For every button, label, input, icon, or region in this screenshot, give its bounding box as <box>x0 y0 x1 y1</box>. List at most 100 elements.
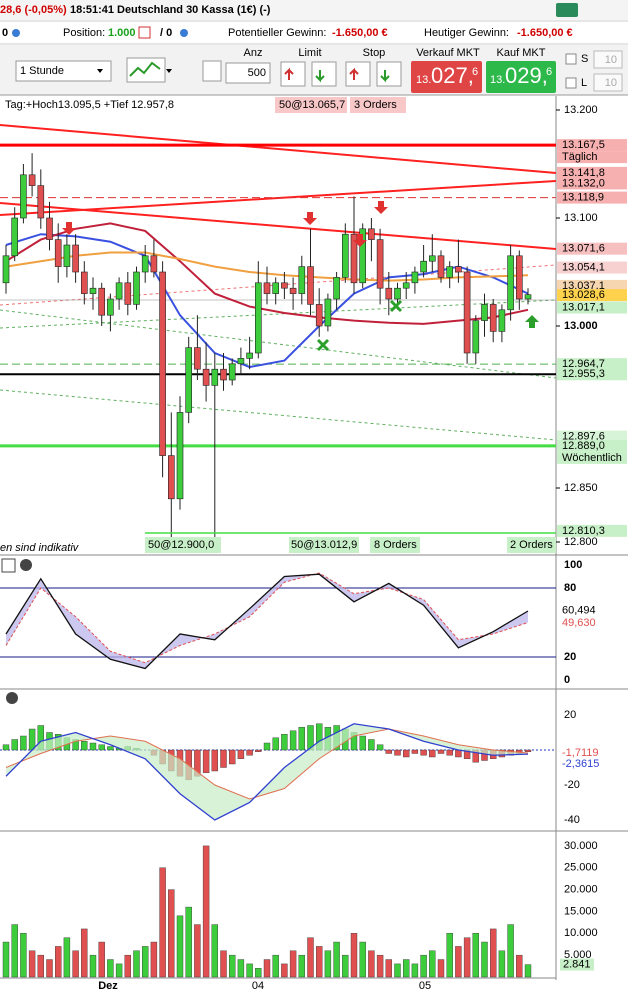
time: 18:51:41 <box>70 4 114 16</box>
macd-bar <box>359 735 366 751</box>
macd-bar <box>107 746 114 751</box>
macd-bar <box>420 749 427 756</box>
value-tag <box>557 166 627 179</box>
value-tag <box>557 301 627 314</box>
macd-bar <box>368 739 375 751</box>
buy-label: Kauf MKT <box>497 47 546 59</box>
order-tag[interactable] <box>507 537 556 553</box>
gear[interactable] <box>180 29 188 37</box>
order-tag[interactable] <box>350 97 406 113</box>
x-label: Dez <box>98 980 118 991</box>
macd-bar <box>385 749 392 754</box>
l-check[interactable] <box>565 77 577 89</box>
stop-sell[interactable] <box>376 61 402 87</box>
candle-body <box>394 287 401 300</box>
price-tick-label: 12.800 <box>564 536 598 548</box>
value-tag-label: 12.955,3 <box>562 368 605 380</box>
qty-input[interactable] <box>225 62 271 84</box>
candle-body <box>289 287 297 294</box>
volume-bar <box>385 959 392 978</box>
candle-body <box>420 260 427 273</box>
candle-body <box>481 304 488 321</box>
volume-bar <box>359 941 366 978</box>
volume-bar <box>107 959 114 978</box>
candle-body <box>524 294 532 300</box>
candle-body <box>281 282 288 289</box>
candle-body <box>324 298 332 327</box>
candle-body <box>298 266 306 294</box>
value-tag <box>557 439 627 452</box>
order-tag[interactable] <box>145 537 221 553</box>
close-position[interactable] <box>138 26 151 39</box>
macd-bar <box>20 735 27 751</box>
x-label: 04 <box>252 980 264 991</box>
price-tick-label: 13.200 <box>564 104 598 116</box>
gear[interactable] <box>12 29 20 37</box>
interval-select[interactable] <box>15 60 112 82</box>
volume-bar <box>263 959 271 978</box>
stoch-tick-label: 100 <box>564 559 582 571</box>
potential-label: Potentieller Gewinn: <box>228 27 326 39</box>
l-value: 10 <box>605 77 617 89</box>
macd-bar <box>263 742 271 751</box>
value-tag-label: 49,630 <box>562 617 596 629</box>
order-tag[interactable] <box>370 537 420 553</box>
sell-price-main: 027, <box>431 63 474 88</box>
value-tag-label: 13.054,1 <box>562 261 605 273</box>
value-tag <box>560 958 594 971</box>
order-tag[interactable] <box>289 537 359 553</box>
volume-bar <box>46 959 53 978</box>
volume-tick-label: 25.000 <box>564 862 598 874</box>
volume-bar <box>159 867 166 978</box>
order-label: 50@12.900,0 <box>148 539 214 551</box>
volume-bar <box>298 954 305 978</box>
s-input[interactable] <box>593 50 623 69</box>
volume-bar <box>394 963 401 978</box>
candle-body <box>124 282 132 305</box>
macd-bar <box>411 749 419 754</box>
order-tag[interactable] <box>275 97 347 113</box>
header-bar <box>0 0 628 20</box>
panel-window[interactable] <box>1 558 16 573</box>
volume-bar <box>2 941 10 978</box>
volume-bar <box>446 933 453 978</box>
candle-body <box>368 228 375 240</box>
panel-close[interactable] <box>20 559 32 571</box>
candle-body <box>168 455 175 500</box>
keyboard-icon[interactable] <box>556 3 578 17</box>
macd-bar <box>403 749 410 758</box>
value-tag-label: 13.118,9 <box>562 191 604 203</box>
l-input[interactable] <box>593 73 623 92</box>
macd-tick-label: -40 <box>564 814 580 826</box>
buy-button[interactable] <box>486 61 556 93</box>
volume-bar <box>11 924 18 978</box>
limit-sell[interactable] <box>311 61 337 87</box>
wrench[interactable] <box>202 60 222 82</box>
macd-fill <box>6 723 528 820</box>
signals <box>62 201 539 352</box>
volume-bar <box>168 889 175 978</box>
candle-body <box>385 287 393 300</box>
volume-bar <box>255 968 262 978</box>
tag-caption: Täglich <box>562 151 597 163</box>
panel-close[interactable] <box>6 692 18 704</box>
candle-body <box>228 363 236 381</box>
s-check[interactable] <box>565 53 577 65</box>
potential: -1.650,00 € <box>332 27 388 39</box>
value-tag-label: 13.017,1 <box>562 301 605 313</box>
s-label: S <box>581 53 588 65</box>
volume-bar <box>463 937 471 978</box>
value-tag <box>557 191 627 204</box>
day-info: Tag:+Hoch13.095,5 +Tief 12.957,8 <box>5 99 174 111</box>
sell-button[interactable] <box>411 61 482 93</box>
volume-bar <box>115 963 123 978</box>
volume-tick-label: 30.000 <box>564 840 598 852</box>
candle-body <box>437 255 445 278</box>
sell-price-head: 13. <box>416 74 431 86</box>
candle-body <box>272 282 280 294</box>
change: 28,6 (-0,05%) <box>0 4 67 16</box>
candle-body <box>237 358 245 365</box>
value-tag-label: 12.889,0 <box>562 440 605 452</box>
value-tag-label: 13.141,8 <box>562 167 605 179</box>
volume-bar <box>411 963 419 978</box>
